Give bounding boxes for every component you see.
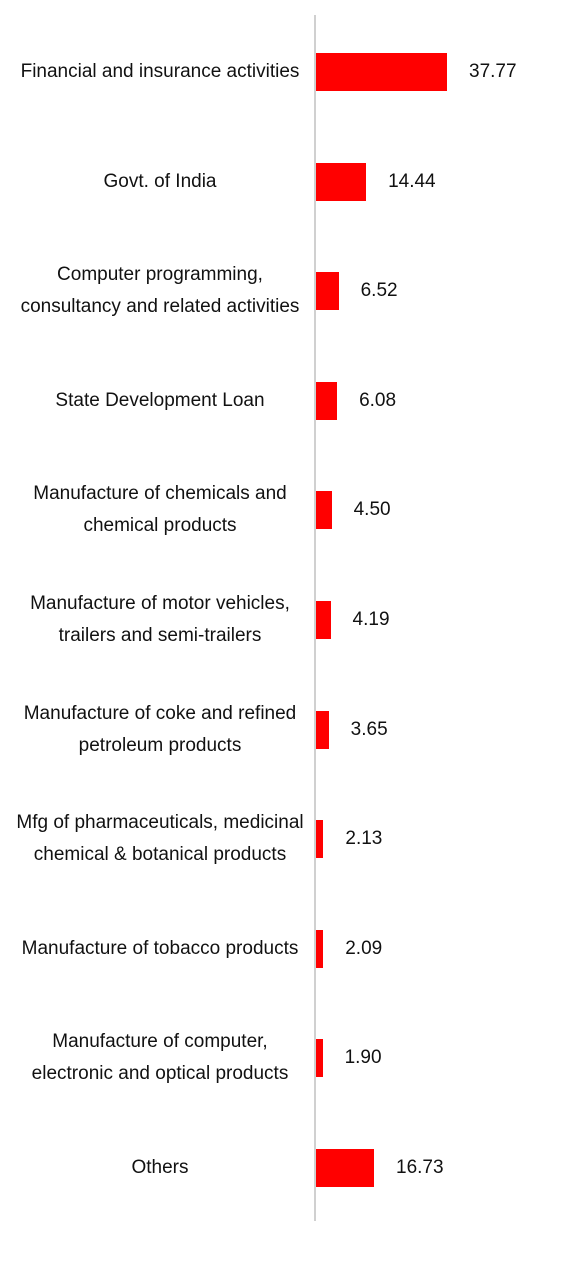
- bar: [316, 491, 332, 530]
- category-label: Manufacture of coke and refined petroleu…: [23, 702, 297, 756]
- category-label: Computer programming, consultancy and re…: [20, 264, 300, 318]
- category-label: Financial and insurance activities: [20, 61, 300, 82]
- category-label: Manufacture of tobacco products: [21, 937, 299, 959]
- value-label: 6.52: [360, 280, 398, 302]
- category-label: Others: [131, 1157, 189, 1178]
- category-label: Govt. of India: [103, 170, 217, 192]
- value-label: 4.50: [353, 499, 391, 521]
- bar: [316, 381, 338, 420]
- value-label: 3.65: [350, 718, 388, 740]
- value-label: 2.13: [345, 828, 383, 850]
- category-label: Mfg of pharmaceuticals, medicinal chemic…: [16, 812, 304, 866]
- category-label: State Development Loan: [55, 389, 265, 411]
- bar: [316, 929, 324, 968]
- category-label: Manufacture of computer, electronic and …: [31, 1031, 289, 1085]
- value-label: 14.44: [388, 170, 436, 192]
- bar: [316, 53, 447, 91]
- bar: [316, 1039, 323, 1078]
- bar: [316, 820, 324, 859]
- value-label: 16.73: [396, 1157, 444, 1178]
- bar: [316, 710, 329, 749]
- value-label: 2.09: [345, 937, 383, 959]
- bar: [316, 601, 331, 639]
- category-label: Manufacture of chemicals and chemical pr…: [33, 483, 287, 537]
- category-label: Manufacture of motor vehicles, trailers …: [30, 593, 290, 646]
- bar: [316, 1149, 375, 1187]
- value-label: 4.19: [352, 609, 390, 630]
- bar: [316, 162, 367, 201]
- value-label: 1.90: [344, 1047, 382, 1069]
- axis-line: [314, 15, 316, 1221]
- bar: [316, 272, 339, 311]
- value-label: 37.77: [469, 61, 517, 82]
- value-label: 6.08: [359, 389, 397, 411]
